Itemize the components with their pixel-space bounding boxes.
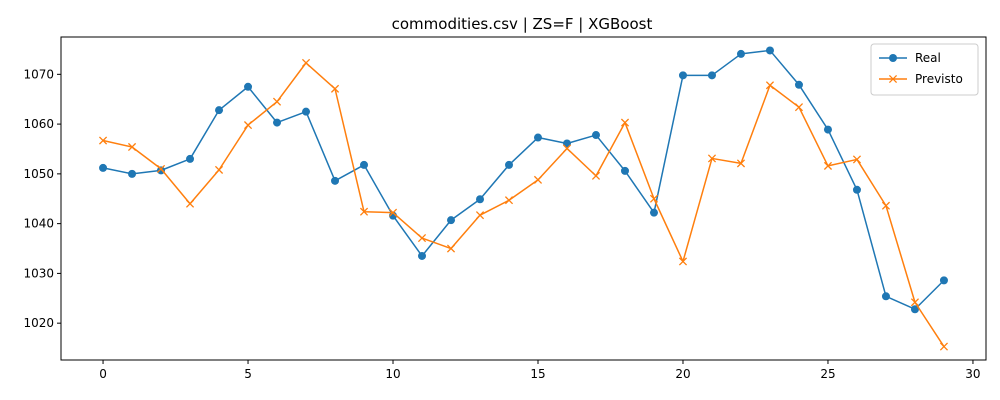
data-point <box>794 103 804 112</box>
data-point <box>331 176 340 185</box>
data-point <box>504 196 514 205</box>
data-point <box>447 216 456 225</box>
x-tick-label: 5 <box>244 367 252 381</box>
data-point <box>417 234 427 243</box>
data-point <box>649 208 658 217</box>
data-point <box>505 160 514 169</box>
data-point <box>475 211 485 220</box>
chart-title: commodities.csv | ZS=F | XGBoost <box>392 15 653 33</box>
data-point <box>707 71 716 80</box>
series-line-previsto <box>102 62 945 347</box>
data-point <box>881 201 891 210</box>
series-line-real <box>102 49 945 310</box>
data-point <box>360 160 369 169</box>
y-tick-label: 1020 <box>23 316 54 330</box>
data-point <box>273 118 282 127</box>
data-point <box>881 292 890 301</box>
legend-label: Previsto <box>915 72 963 86</box>
data-point <box>533 133 542 142</box>
data-point <box>359 207 369 216</box>
y-tick-label: 1050 <box>23 167 54 181</box>
data-point <box>214 165 224 174</box>
data-point <box>823 161 833 170</box>
data-point <box>244 82 253 91</box>
y-tick-label: 1040 <box>23 217 54 231</box>
x-tick-label: 15 <box>530 367 545 381</box>
data-point <box>591 131 600 140</box>
data-point <box>852 155 862 164</box>
data-point <box>243 121 253 130</box>
data-point <box>620 118 630 127</box>
data-point <box>99 163 108 172</box>
legend-item-real: Real <box>879 51 941 65</box>
data-point <box>185 199 195 208</box>
data-point <box>794 80 803 89</box>
data-point <box>446 244 456 253</box>
data-point <box>272 97 282 106</box>
data-point <box>128 169 137 178</box>
series-real <box>99 46 948 314</box>
legend-box <box>870 43 979 96</box>
data-point <box>736 49 745 58</box>
data-point <box>910 305 919 314</box>
x-tick-label: 25 <box>820 367 835 381</box>
data-point <box>215 106 224 115</box>
x-tick-label: 30 <box>965 367 980 381</box>
data-point <box>649 194 659 203</box>
data-point <box>678 257 688 266</box>
data-point <box>910 298 920 307</box>
data-point <box>533 175 543 184</box>
y-tick-label: 1070 <box>23 67 54 81</box>
y-tick-label: 1060 <box>23 117 54 131</box>
x-tick-label: 10 <box>385 367 400 381</box>
data-point <box>156 164 166 173</box>
data-point <box>330 84 340 93</box>
data-point <box>301 58 311 67</box>
data-point <box>591 171 601 180</box>
data-point <box>476 195 485 204</box>
plot-area <box>98 46 949 351</box>
axes: 0 5 10 15 20 25 30 1020 1030 1040 1050 1060 1070 <box>23 36 987 381</box>
legend-label: Real <box>915 51 941 65</box>
x-tick-label: 20 <box>675 367 690 381</box>
data-point <box>388 208 398 217</box>
data-point <box>939 276 948 285</box>
x-tick-label: 0 <box>99 367 107 381</box>
axes-frame <box>60 36 987 361</box>
data-point <box>678 71 687 80</box>
legend-marker <box>888 74 898 84</box>
data-point <box>562 144 572 153</box>
legend: Real Previsto <box>870 43 979 96</box>
series-previsto <box>98 58 949 351</box>
data-point <box>127 142 137 152</box>
data-point <box>939 342 949 351</box>
legend-marker <box>889 54 897 62</box>
data-point <box>418 251 427 260</box>
y-tick-label: 1030 <box>23 266 54 280</box>
data-point <box>707 154 717 163</box>
data-point <box>620 166 629 175</box>
data-point <box>562 139 571 148</box>
data-point <box>765 46 774 55</box>
data-point <box>765 81 775 90</box>
data-point <box>736 159 746 168</box>
data-point <box>852 185 861 194</box>
data-point <box>302 107 311 116</box>
data-point <box>186 154 195 163</box>
data-point <box>823 125 832 134</box>
legend-item-previsto: Previsto <box>879 72 963 86</box>
data-point <box>98 136 108 145</box>
